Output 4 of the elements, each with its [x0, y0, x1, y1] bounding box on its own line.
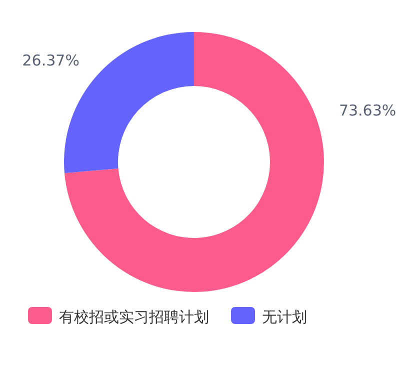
legend-label: 无计划 — [262, 308, 307, 326]
data-label: 26.37% — [22, 52, 80, 70]
data-label: 73.63% — [338, 102, 396, 120]
legend-label: 有校招或实习招聘计划 — [59, 308, 209, 326]
